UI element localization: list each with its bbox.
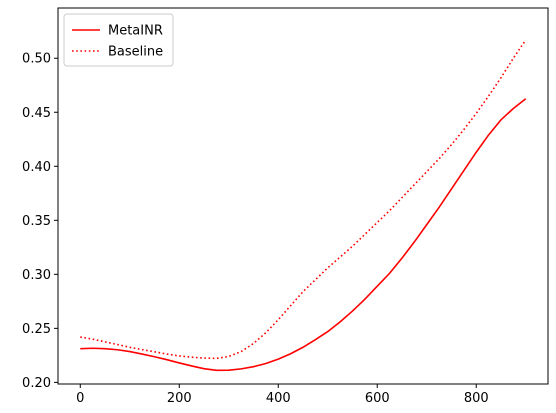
series-line-baseline <box>80 39 527 360</box>
plot-frame <box>57 7 549 385</box>
y-tick-label: 0.45 <box>22 106 51 121</box>
legend: MetaINR Baseline <box>63 13 174 67</box>
y-axis: 0.20 0.25 0.30 0.35 0.40 0.45 0.50 <box>22 52 58 391</box>
x-tick-label: 600 <box>365 391 390 406</box>
y-tick-label: 0.20 <box>22 376 51 391</box>
x-tick-label: 200 <box>167 391 192 406</box>
legend-label-metainr: MetaINR <box>108 24 163 39</box>
legend-box <box>63 13 174 67</box>
y-tick-label: 0.25 <box>22 322 51 337</box>
x-tick-label: 800 <box>464 391 489 406</box>
y-tick-label: 0.50 <box>22 52 51 67</box>
series-layer <box>80 39 527 372</box>
x-axis: 0 200 400 600 800 <box>76 384 489 406</box>
series-line-metainr <box>80 98 527 372</box>
y-tick-label: 0.30 <box>22 268 51 283</box>
y-tick-label: 0.35 <box>22 214 51 229</box>
x-tick-label: 0 <box>76 391 84 406</box>
y-tick-label: 0.40 <box>22 160 51 175</box>
legend-label-baseline: Baseline <box>108 45 163 60</box>
x-tick-label: 400 <box>266 391 291 406</box>
